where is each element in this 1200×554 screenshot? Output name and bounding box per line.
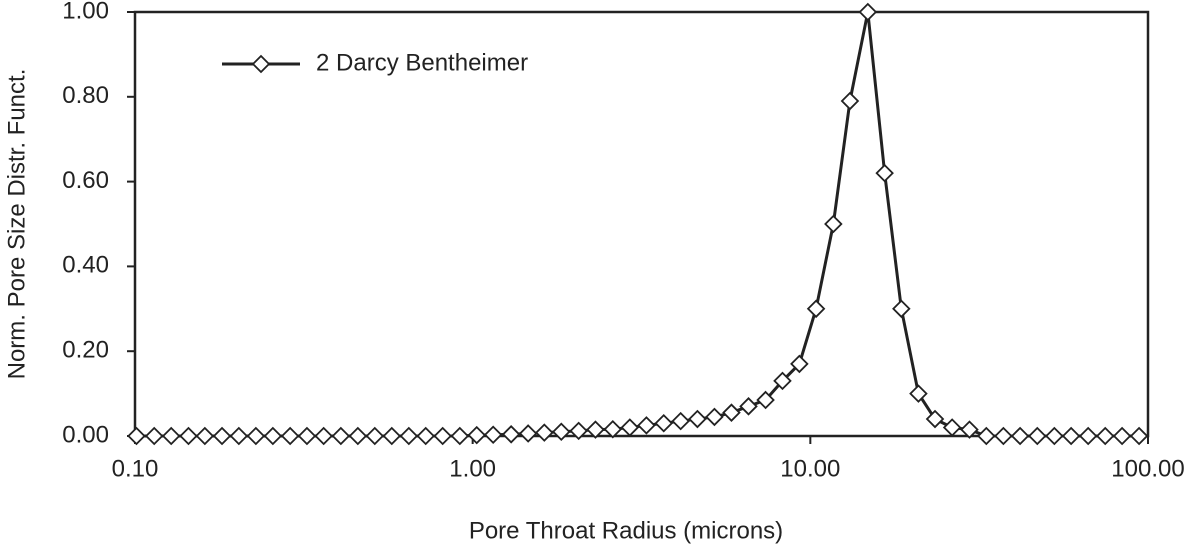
data-point: [161, 426, 181, 446]
data-point: [450, 426, 470, 446]
x-axis-label: Pore Throat Radius (microns): [469, 517, 783, 544]
data-point: [840, 91, 860, 111]
y-tick-label: 1.00: [62, 0, 109, 24]
x-tick-label: 100.00: [1111, 455, 1184, 482]
data-point: [773, 371, 792, 391]
data-point: [518, 424, 538, 443]
data-point: [688, 409, 707, 429]
plot-frame: [133, 10, 1150, 438]
legend-label: 2 Darcy Bentheimer: [316, 49, 528, 76]
y-tick-label: 0.00: [62, 421, 109, 448]
data-point: [925, 409, 945, 429]
data-point: [875, 163, 894, 183]
data-point: [382, 426, 402, 446]
data-point: [569, 421, 588, 441]
data-point: [246, 426, 266, 446]
data-point: [1045, 426, 1064, 446]
data-point: [909, 384, 928, 403]
data-point: [722, 403, 741, 422]
data-point: [637, 416, 656, 435]
data-point: [892, 299, 911, 319]
data-point: [942, 418, 962, 437]
data-point: [212, 426, 232, 446]
data-point: [467, 425, 486, 445]
data-point: [1095, 426, 1115, 446]
data-point: [994, 426, 1013, 446]
data-point: [671, 411, 690, 431]
series-line: [136, 11, 1140, 438]
x-tick-label: 1.00: [449, 455, 496, 482]
data-point: [399, 426, 419, 446]
data-point: [195, 426, 215, 446]
data-point: [806, 299, 826, 319]
data-point: [179, 426, 198, 446]
data-point: [620, 418, 640, 437]
data-point: [365, 426, 385, 446]
data-point: [263, 426, 283, 446]
y-tick-label: 0.40: [62, 252, 109, 279]
data-point: [127, 426, 146, 446]
data-point: [603, 419, 623, 439]
y-tick-label: 0.80: [62, 82, 109, 109]
data-point: [858, 2, 878, 22]
data-point: [297, 426, 317, 446]
data-point: [331, 426, 351, 446]
data-point: [535, 423, 554, 442]
data-point: [756, 390, 775, 410]
x-tick-label: 0.10: [112, 455, 159, 482]
data-point: [501, 425, 521, 444]
data-point: [1078, 426, 1098, 446]
data-point: [1112, 426, 1132, 446]
legend-marker: [251, 54, 271, 74]
data-point: [348, 426, 368, 446]
data-point: [1010, 426, 1030, 446]
data-point: [790, 354, 809, 374]
data-point: [977, 426, 996, 446]
y-tick-label: 0.60: [62, 167, 109, 194]
data-point: [705, 407, 724, 427]
y-axis-label: Norm. Pore Size Distr. Funct.: [3, 69, 30, 380]
data-point: [280, 426, 300, 446]
x-tick-label: 10.00: [780, 455, 840, 482]
data-point: [824, 214, 843, 234]
data-point: [960, 420, 979, 439]
data-point: [654, 414, 674, 433]
data-point: [1028, 426, 1047, 446]
data-point: [1061, 426, 1081, 446]
data-point: [144, 426, 164, 446]
data-point: [416, 426, 435, 446]
data-point: [433, 426, 452, 446]
y-tick-label: 0.20: [62, 337, 109, 364]
data-point: [1129, 426, 1149, 446]
data-point: [552, 422, 571, 442]
data-point: [229, 426, 249, 446]
data-point: [314, 426, 333, 446]
data-point: [586, 420, 605, 439]
data-point: [483, 425, 503, 445]
data-point: [739, 397, 758, 416]
